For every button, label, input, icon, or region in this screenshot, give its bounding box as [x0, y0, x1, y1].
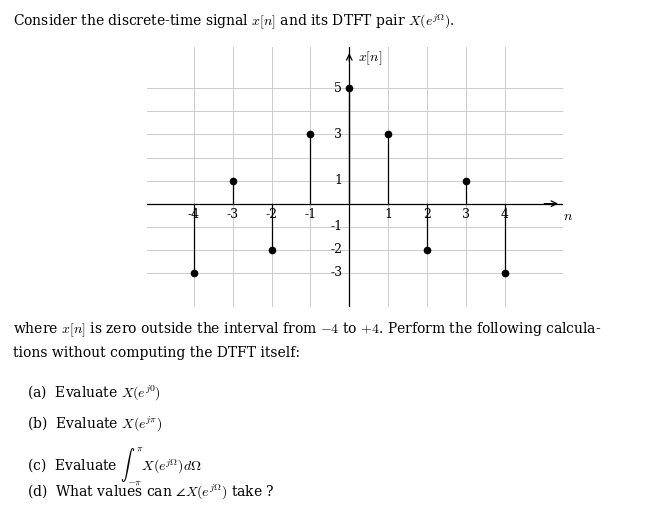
Text: -1: -1 — [330, 220, 342, 233]
Text: -3: -3 — [226, 208, 239, 221]
Text: -1: -1 — [304, 208, 316, 221]
Text: -3: -3 — [330, 266, 342, 279]
Text: tions without computing the DTFT itself:: tions without computing the DTFT itself: — [13, 346, 300, 361]
Text: (c)  Evaluate $\int_{-\pi}^{\pi} X(e^{j\Omega})d\Omega$: (c) Evaluate $\int_{-\pi}^{\pi} X(e^{j\O… — [27, 445, 202, 488]
Text: $x[n]$: $x[n]$ — [358, 49, 382, 67]
Text: 2: 2 — [423, 208, 431, 221]
Text: 4: 4 — [500, 208, 509, 221]
Text: -2: -2 — [265, 208, 277, 221]
Text: where $x[n]$ is zero outside the interval from $-4$ to $+4$. Perform the followi: where $x[n]$ is zero outside the interva… — [13, 320, 602, 339]
Text: (d)  What values can $\angle X(e^{j\Omega})$ take ?: (d) What values can $\angle X(e^{j\Omega… — [27, 482, 275, 501]
Text: 3: 3 — [462, 208, 470, 221]
Text: 5: 5 — [334, 82, 342, 95]
Text: 1: 1 — [334, 174, 342, 187]
Text: (b)  Evaluate $X(e^{j\pi})$: (b) Evaluate $X(e^{j\pi})$ — [27, 414, 162, 433]
Text: 3: 3 — [334, 128, 342, 141]
Text: Consider the discrete-time signal $x[n]$ and its DTFT pair $X(e^{j\Omega})$.: Consider the discrete-time signal $x[n]$… — [13, 13, 455, 32]
Text: (a)  Evaluate $X(e^{j0})$: (a) Evaluate $X(e^{j0})$ — [27, 383, 161, 402]
Text: -2: -2 — [330, 243, 342, 256]
Text: 1: 1 — [384, 208, 392, 221]
Text: -4: -4 — [188, 208, 200, 221]
Text: $n$: $n$ — [563, 209, 573, 224]
